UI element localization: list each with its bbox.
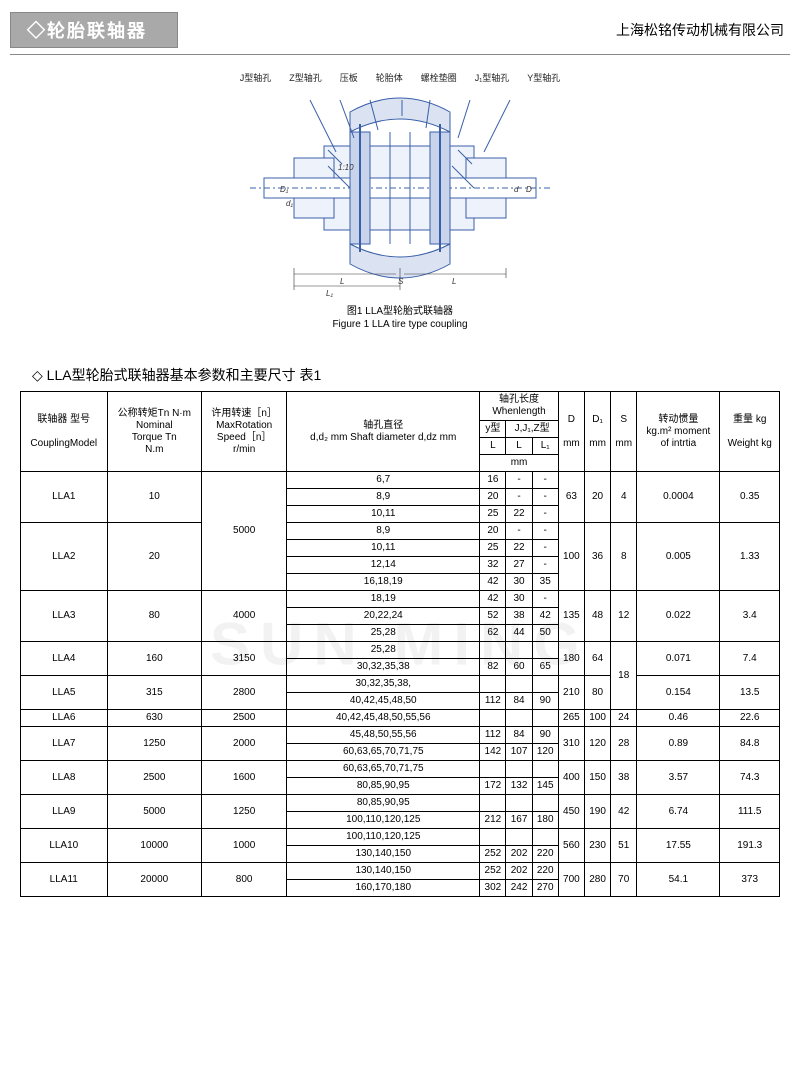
figure-label: J型轴孔: [240, 71, 272, 84]
table-row: LLA10100001000100,110,120,1255602305117.…: [21, 829, 780, 846]
table-row: LLA6630250040,42,45,48,50,55,56265100240…: [21, 710, 780, 727]
table-row: LLA71250200045,48,50,55,5611284903101202…: [21, 727, 780, 744]
svg-text:D₁: D₁: [280, 185, 289, 194]
svg-text:d: d: [514, 185, 519, 194]
figure-caption: 图1 LLA型轮胎式联轴器 Figure 1 LLA tire type cou…: [0, 305, 800, 331]
table-row: LLA2208,920--1003680.0051.33: [21, 523, 780, 540]
svg-text:D: D: [526, 185, 532, 194]
table-row: LLA11050006,716--632040.00040.35: [21, 472, 780, 489]
company-name: 上海松铭传动机械有限公司: [616, 20, 790, 40]
section-title: ◇ LLA型轮胎式联轴器基本参数和主要尺寸 表1: [32, 365, 790, 385]
figure-label: 轮胎体: [376, 71, 403, 84]
figure-labels: J型轴孔 Z型轴孔 压板 轮胎体 螺栓垫圈 J₁型轴孔 Y型轴孔: [0, 71, 800, 84]
table-row: LLA95000125080,85,90,95450190426.74111.5: [21, 795, 780, 812]
svg-text:L₁: L₁: [326, 289, 333, 298]
caption-en: Figure 1 LLA tire type coupling: [0, 318, 800, 331]
table-row: LLA5315280030,32,35,38,210800.15413.5: [21, 676, 780, 693]
table-wrap: SUN MING 联轴器 型号CouplingModel 公称转矩Tn N·mN…: [0, 391, 800, 897]
table-row: LLA4160315025,2818064180.0717.4: [21, 642, 780, 659]
figure-label: 螺栓垫圈: [421, 71, 457, 84]
table-row: LLA1120000800130,140,1502522022207002807…: [21, 863, 780, 880]
table-row: LLA82500160060,63,65,70,71,75400150383.5…: [21, 761, 780, 778]
title-prefix: ◇: [27, 21, 47, 41]
figure-label: 压板: [340, 71, 358, 84]
svg-text:d₁: d₁: [286, 199, 293, 208]
svg-text:1:10: 1:10: [338, 163, 354, 172]
svg-text:S: S: [398, 277, 404, 286]
svg-text:L: L: [452, 277, 456, 286]
header-divider: [10, 54, 790, 55]
table-row: LLA380400018,194230-13548120.0223.4: [21, 591, 780, 608]
caption-cn: 图1 LLA型轮胎式联轴器: [0, 305, 800, 318]
figure-label: Y型轴孔: [527, 71, 560, 84]
title-text: 轮胎联轴器: [47, 21, 147, 41]
svg-text:L: L: [340, 277, 344, 286]
page-title: ◇轮胎联轴器: [10, 12, 178, 48]
figure-label: Z型轴孔: [289, 71, 322, 84]
spec-table: 联轴器 型号CouplingModel 公称转矩Tn N·mNominalTor…: [20, 391, 780, 897]
figure-label: J₁型轴孔: [475, 71, 510, 84]
figure-area: J型轴孔 Z型轴孔 压板 轮胎体 螺栓垫圈 J₁型轴孔 Y型轴孔: [0, 71, 800, 341]
coupling-diagram: D₁ d₁ dD 1:10 L L L₁ S: [230, 88, 570, 298]
